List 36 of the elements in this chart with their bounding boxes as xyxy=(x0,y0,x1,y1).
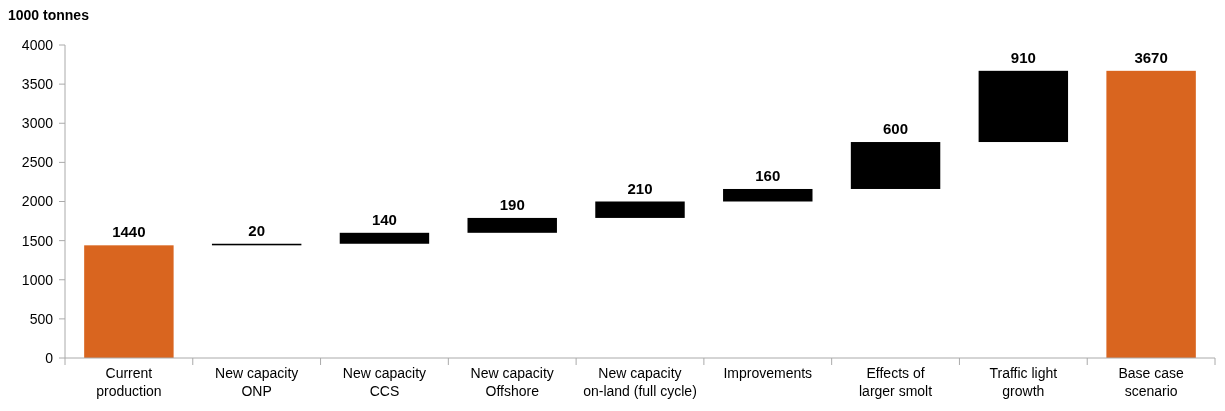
x-tick-label: Current production xyxy=(96,365,162,399)
x-tick-label: New capacity ONP xyxy=(215,365,299,399)
x-tick-label: Effects of larger smolt xyxy=(858,365,933,399)
y-tick-label: 2000 xyxy=(21,193,54,210)
x-tick-label: New capacity CCS xyxy=(342,365,427,399)
x-tick-label: Base case scenario xyxy=(1118,365,1185,399)
data-label: 600 xyxy=(883,120,909,138)
y-tick-label: 500 xyxy=(29,310,54,327)
y-axis-title: 1000 tonnes xyxy=(8,7,90,23)
y-tick-label: 3500 xyxy=(21,76,54,93)
x-tick-label: New capacity Offshore xyxy=(470,365,554,399)
x-tick-label: Improvements xyxy=(723,365,813,381)
y-tick-label: 0 xyxy=(45,349,54,366)
x-tick-label: New capacity on-land (full cycle) xyxy=(583,365,697,399)
data-label: 160 xyxy=(755,166,781,184)
y-tick-label: 2500 xyxy=(21,154,54,171)
bar xyxy=(723,188,813,202)
bar xyxy=(850,142,941,189)
data-label: 910 xyxy=(1010,48,1036,66)
bar xyxy=(978,70,1069,143)
bar xyxy=(595,201,685,218)
y-tick-label: 1500 xyxy=(21,232,54,249)
data-label: 20 xyxy=(248,221,266,239)
bar xyxy=(84,245,174,358)
x-tick-label: Traffic light growth xyxy=(989,365,1058,399)
y-tick-label: 3000 xyxy=(21,115,54,132)
bar xyxy=(1106,70,1196,358)
y-tick-label: 4000 xyxy=(21,36,54,53)
bar xyxy=(339,232,430,244)
data-label: 190 xyxy=(499,195,525,213)
data-label: 210 xyxy=(627,179,653,197)
data-label: 140 xyxy=(371,210,397,228)
bar xyxy=(467,217,557,233)
data-label: 1440 xyxy=(112,223,146,241)
y-tick-label: 1000 xyxy=(21,271,54,288)
data-label: 3670 xyxy=(1134,48,1168,66)
